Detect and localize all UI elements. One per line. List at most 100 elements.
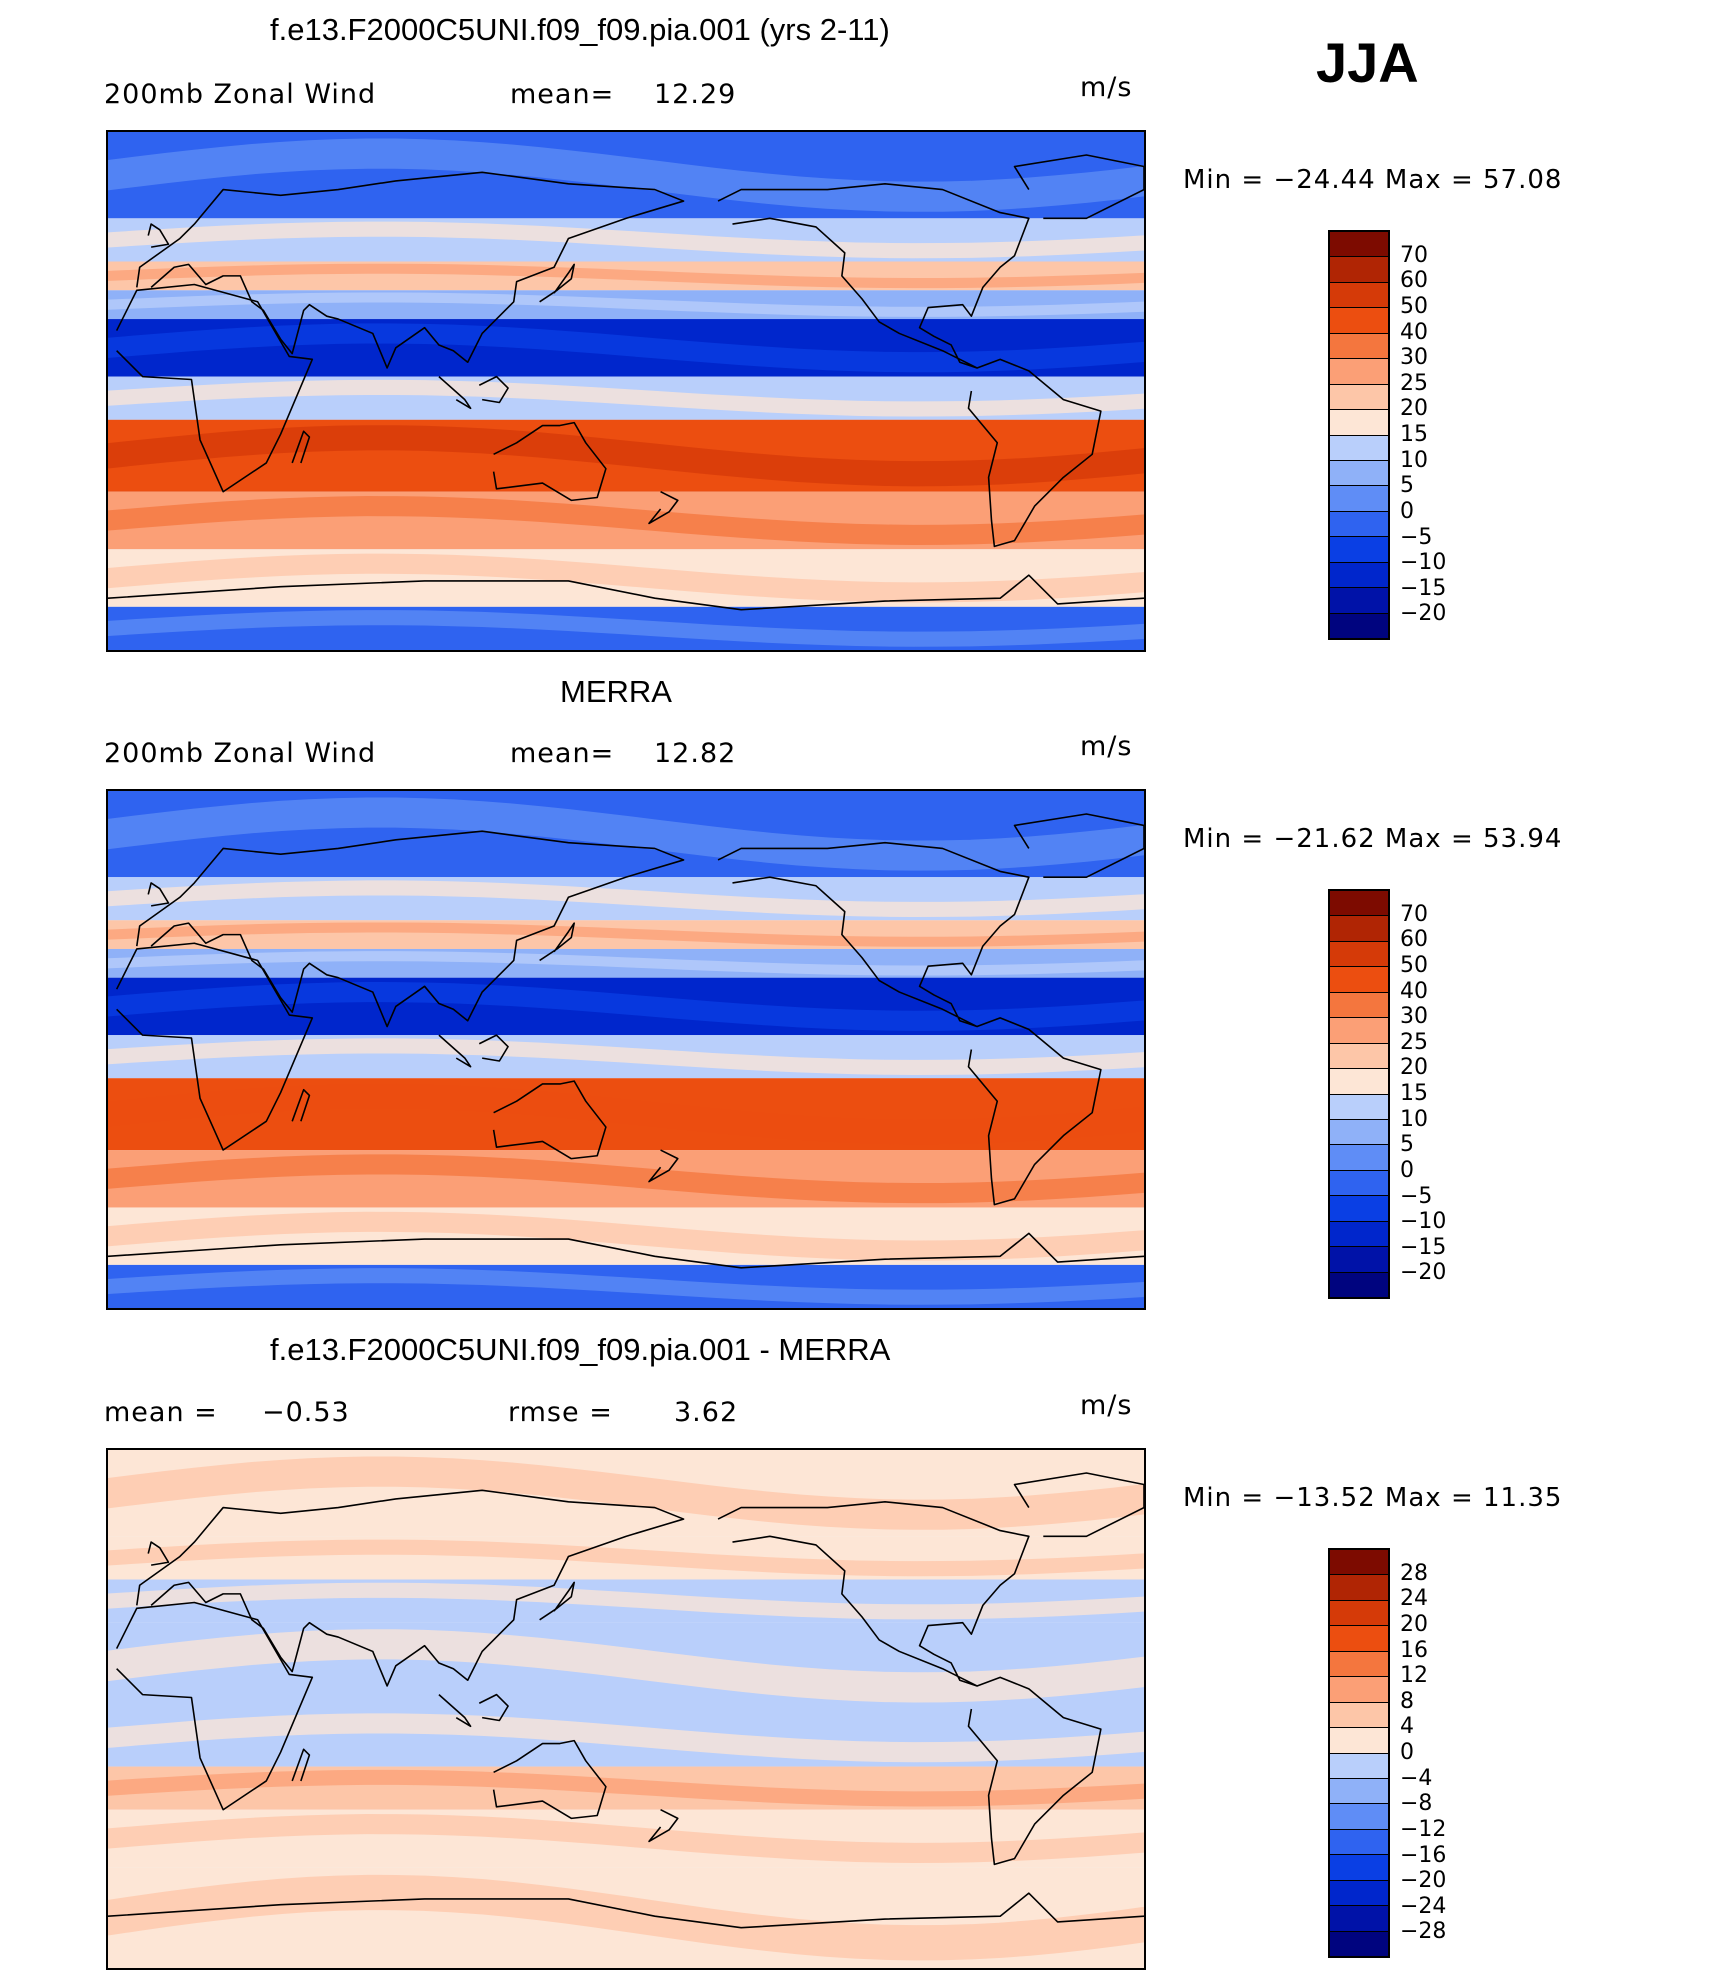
coastline bbox=[717, 1501, 1030, 1687]
contour-core bbox=[108, 323, 1144, 373]
coastline bbox=[147, 882, 170, 907]
contour-core bbox=[108, 379, 1144, 417]
colorbar-tick-label: 25 bbox=[1400, 1029, 1428, 1055]
contour-core bbox=[108, 1038, 1144, 1075]
colorbar-box bbox=[1330, 1829, 1388, 1856]
coastline bbox=[135, 830, 685, 1028]
contour-core bbox=[108, 1814, 1144, 1863]
panel-2-title: MERRA bbox=[560, 674, 672, 709]
coastline bbox=[135, 171, 685, 369]
colorbar-tick-label: 8 bbox=[1400, 1688, 1414, 1714]
contour-core bbox=[108, 1211, 1144, 1261]
contour-core bbox=[108, 1083, 1144, 1145]
colorbar-tick-label: 4 bbox=[1400, 1714, 1414, 1740]
colorbar-tick-label: 15 bbox=[1400, 422, 1428, 447]
panel-3-mean-value: −0.53 bbox=[262, 1397, 350, 1428]
colorbar-box bbox=[1330, 1069, 1388, 1095]
colorbar-tick-label: 10 bbox=[1400, 447, 1428, 473]
contour-core bbox=[108, 1154, 1144, 1204]
colorbar-tick-label: 28 bbox=[1400, 1560, 1428, 1586]
colorbar-tick-label: 15 bbox=[1400, 1081, 1428, 1106]
colorbar-box bbox=[1330, 435, 1388, 461]
colorbar-box bbox=[1330, 1855, 1388, 1881]
colorbar-tick-label: 25 bbox=[1400, 370, 1428, 396]
colorbar-box bbox=[1330, 562, 1388, 589]
coastline bbox=[539, 922, 575, 962]
colorbar-box bbox=[1330, 1018, 1388, 1044]
colorbar-tick-label: −4 bbox=[1400, 1765, 1433, 1791]
colorbar-box bbox=[1330, 613, 1388, 638]
contour-core bbox=[108, 610, 1144, 647]
panel-1-mean-label: mean= bbox=[510, 79, 615, 110]
colorbar-box bbox=[1330, 1600, 1388, 1627]
contour-core bbox=[108, 1713, 1144, 1763]
coastline bbox=[291, 430, 311, 464]
colorbar-tick-label: 20 bbox=[1400, 1611, 1428, 1637]
colorbar-box bbox=[1330, 232, 1388, 258]
panel-1-colorbar bbox=[1328, 230, 1390, 640]
panel-3-rmse-label: rmse = bbox=[508, 1397, 613, 1428]
panel-3-mean-label: mean = bbox=[104, 1397, 218, 1428]
coastline bbox=[108, 574, 1144, 611]
contour-core bbox=[108, 797, 1144, 871]
coastline bbox=[291, 1088, 311, 1122]
colorbar-tick-label: 30 bbox=[1400, 345, 1428, 371]
colorbar-tick-label: −20 bbox=[1400, 1260, 1447, 1286]
coastline bbox=[478, 1693, 509, 1722]
colorbar-box bbox=[1330, 1651, 1388, 1678]
coastline bbox=[648, 1149, 679, 1183]
contour-core bbox=[108, 1874, 1144, 1961]
colorbar-tick-label: 5 bbox=[1400, 1132, 1414, 1158]
colorbar-box bbox=[1330, 1804, 1388, 1830]
colorbar-tick-label: −15 bbox=[1400, 1234, 1447, 1260]
panel-3-units: m/s bbox=[1080, 1390, 1133, 1421]
colorbar-tick-label: 50 bbox=[1400, 952, 1428, 978]
coastline bbox=[115, 283, 314, 493]
colorbar-box bbox=[1330, 1575, 1388, 1601]
colorbar-tick-label: 40 bbox=[1400, 319, 1428, 345]
contour-core bbox=[108, 922, 1144, 947]
panel-2-minmax: Min = −21.62 Max = 53.94 bbox=[1183, 824, 1563, 854]
coastline bbox=[438, 1034, 472, 1068]
panel-1-units: m/s bbox=[1080, 72, 1133, 103]
panel-1-variable-label: 200mb Zonal Wind bbox=[104, 79, 377, 110]
coastline bbox=[539, 263, 575, 303]
coastline bbox=[115, 942, 314, 1151]
colorbar-tick-label: −5 bbox=[1400, 524, 1433, 550]
season-label: JJA bbox=[1316, 31, 1419, 94]
colorbar-box bbox=[1330, 511, 1388, 538]
coastline bbox=[967, 1017, 1102, 1206]
colorbar-box bbox=[1330, 308, 1388, 334]
colorbar-box bbox=[1330, 1119, 1388, 1146]
colorbar-box bbox=[1330, 1196, 1388, 1222]
colorbar-box bbox=[1330, 891, 1388, 917]
coastline bbox=[539, 1581, 575, 1621]
colorbar-tick-label: 60 bbox=[1400, 268, 1428, 294]
coastline bbox=[478, 375, 509, 404]
coastline bbox=[438, 1694, 472, 1728]
colorbar-box bbox=[1330, 359, 1388, 385]
contour-core bbox=[108, 880, 1144, 917]
coastline bbox=[108, 1892, 1144, 1929]
colorbar-tick-label: −28 bbox=[1400, 1919, 1447, 1945]
colorbar-tick-label: 40 bbox=[1400, 978, 1428, 1004]
colorbar-box bbox=[1330, 460, 1388, 487]
coastline bbox=[967, 1676, 1102, 1866]
coastline bbox=[717, 841, 1030, 1028]
colorbar-tick-label: 0 bbox=[1400, 1740, 1414, 1765]
colorbar-box bbox=[1330, 941, 1388, 968]
coastline bbox=[492, 421, 607, 502]
panel-1-minmax: Min = −24.44 Max = 57.08 bbox=[1183, 165, 1563, 195]
coastline bbox=[291, 1748, 311, 1782]
colorbar-tick-label: −15 bbox=[1400, 575, 1447, 601]
colorbar-tick-label: 10 bbox=[1400, 1106, 1428, 1132]
coastline bbox=[147, 1541, 170, 1566]
coastline bbox=[108, 1232, 1144, 1269]
panel-2-mean-value: 12.82 bbox=[654, 738, 737, 769]
coastline bbox=[648, 491, 679, 525]
contour-core bbox=[108, 553, 1144, 603]
colorbar-box bbox=[1330, 1170, 1388, 1197]
colorbar-tick-label: −16 bbox=[1400, 1842, 1447, 1868]
contour-core bbox=[108, 1582, 1144, 1620]
colorbar-tick-label: 24 bbox=[1400, 1586, 1428, 1612]
